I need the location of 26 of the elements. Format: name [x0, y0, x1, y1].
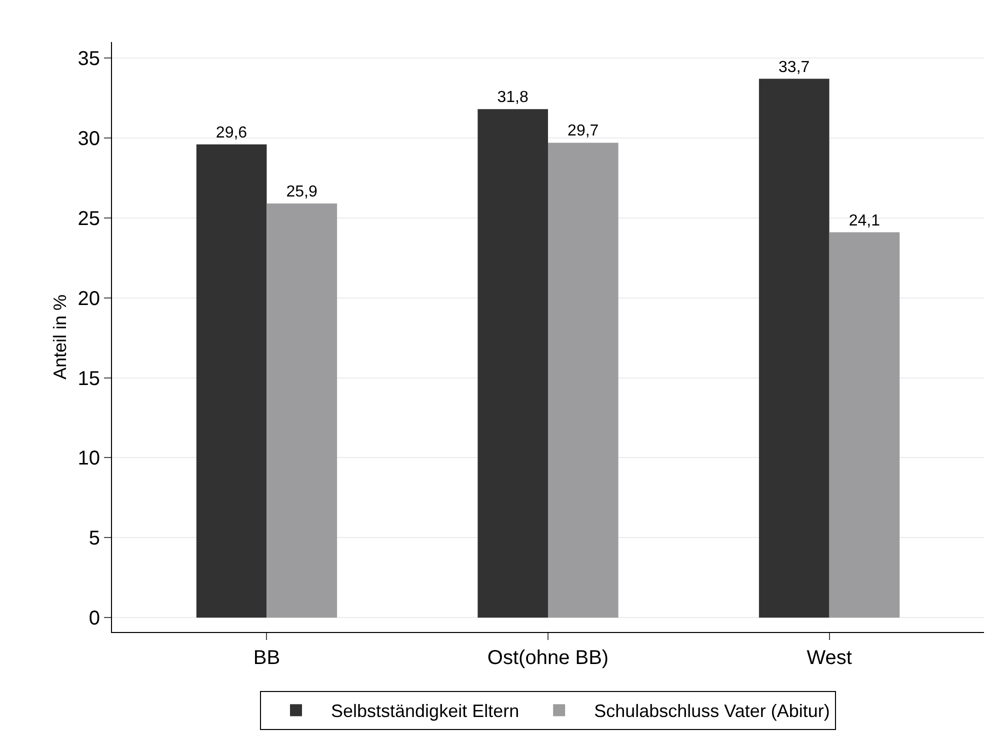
y-tick-label: 0 [88, 608, 100, 630]
bar [478, 109, 548, 618]
data-label: 29,7 [568, 122, 599, 140]
y-tick-label: 15 [78, 368, 100, 390]
y-tick-label: 30 [78, 128, 100, 150]
y-tick-label: 25 [78, 208, 100, 230]
bar [196, 144, 267, 618]
y-tick-label: 20 [78, 288, 100, 310]
x-tick-label: West [806, 647, 852, 669]
data-label: 33,7 [778, 58, 810, 76]
x-tick-label: BB [253, 647, 280, 669]
y-axis-title: Anteil in % [50, 294, 70, 380]
y-tick-label: 10 [78, 448, 100, 470]
bar [758, 78, 830, 618]
y-tick-label: 35 [78, 48, 100, 70]
data-label: 29,6 [216, 124, 248, 142]
x-tick-label: Ost(ohne BB) [487, 647, 609, 669]
y-tick-label: 5 [88, 528, 100, 550]
data-label: 31,8 [497, 89, 528, 106]
legend-label: Selbstständigkeit Eltern [331, 701, 520, 722]
bar [548, 142, 618, 618]
data-label: 25,9 [286, 183, 318, 200]
bar [829, 232, 900, 618]
bar [266, 203, 338, 618]
data-label: 24,1 [848, 212, 880, 230]
legend-label: Schulabschluss Vater (Abitur) [594, 701, 830, 722]
